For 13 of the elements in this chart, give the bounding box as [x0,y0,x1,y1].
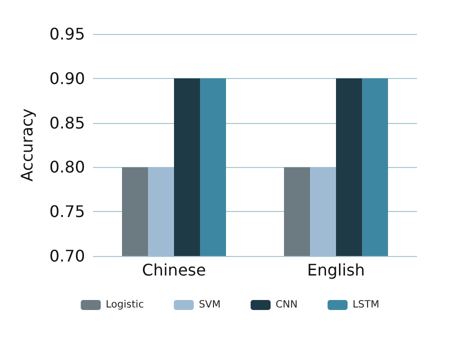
y-axis-title: Accuracy [18,108,36,182]
legend-label: Logistic [106,300,144,310]
x-tick-label: Chinese [142,260,206,280]
y-tick-label: 0.85 [49,113,85,132]
legend-label: LSTM [352,300,380,310]
y-tick-label: 0.90 [49,68,85,88]
x-tick-label: English [307,260,365,280]
legend-label: SVM [198,300,221,310]
y-tick-label: 0.70 [49,246,85,266]
y-tick-label: 0.75 [49,202,85,222]
legend-label: CNN [276,300,298,310]
y-tick-label: 0.80 [49,158,85,177]
y-tick-label: 0.95 [49,24,85,44]
